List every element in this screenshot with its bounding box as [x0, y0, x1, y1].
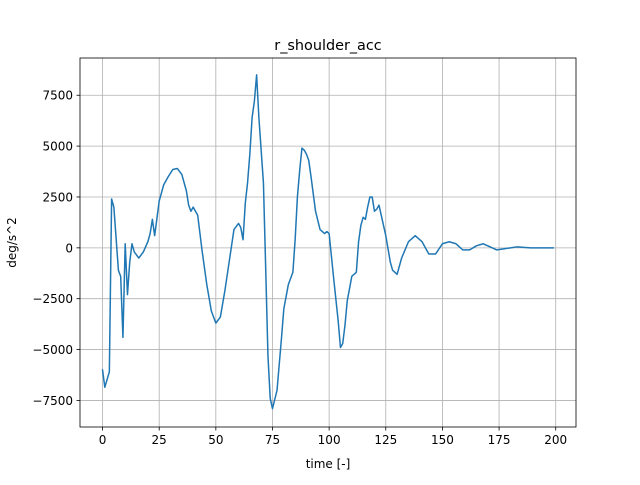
- y-tick-label: 7500: [42, 89, 73, 103]
- y-axis-ticks: −7500 −5000 −2500 0 2500 5000 7500: [32, 89, 80, 408]
- x-tick-label: 50: [208, 433, 223, 447]
- y-tick-label: −2500: [32, 292, 73, 306]
- x-tick-label: 0: [99, 433, 107, 447]
- grid: [80, 58, 576, 427]
- plot-area: [80, 58, 576, 427]
- x-tick-label: 200: [544, 433, 567, 447]
- x-tick-label: 150: [431, 433, 454, 447]
- y-tick-label: 0: [65, 241, 73, 255]
- x-tick-label: 175: [488, 433, 511, 447]
- series-line-r_shoulder_acc: [101, 74, 555, 410]
- x-tick-label: 100: [318, 433, 341, 447]
- x-axis-ticks: 0 25 50 75 100 125 150 175 200: [99, 427, 567, 447]
- axes-frame: [79, 57, 577, 428]
- y-axis-label: deg/s^2: [5, 217, 19, 268]
- x-tick-label: 25: [152, 433, 167, 447]
- series-layer: [101, 74, 555, 410]
- y-tick-label: −7500: [32, 394, 73, 408]
- x-axis-label: time [-]: [306, 457, 351, 471]
- x-tick-label: 75: [265, 433, 280, 447]
- x-tick-label: 125: [374, 433, 397, 447]
- y-tick-label: 5000: [42, 140, 73, 154]
- chart-title: r_shoulder_acc: [274, 38, 381, 54]
- y-tick-label: −5000: [32, 343, 73, 357]
- y-tick-label: 2500: [42, 190, 73, 204]
